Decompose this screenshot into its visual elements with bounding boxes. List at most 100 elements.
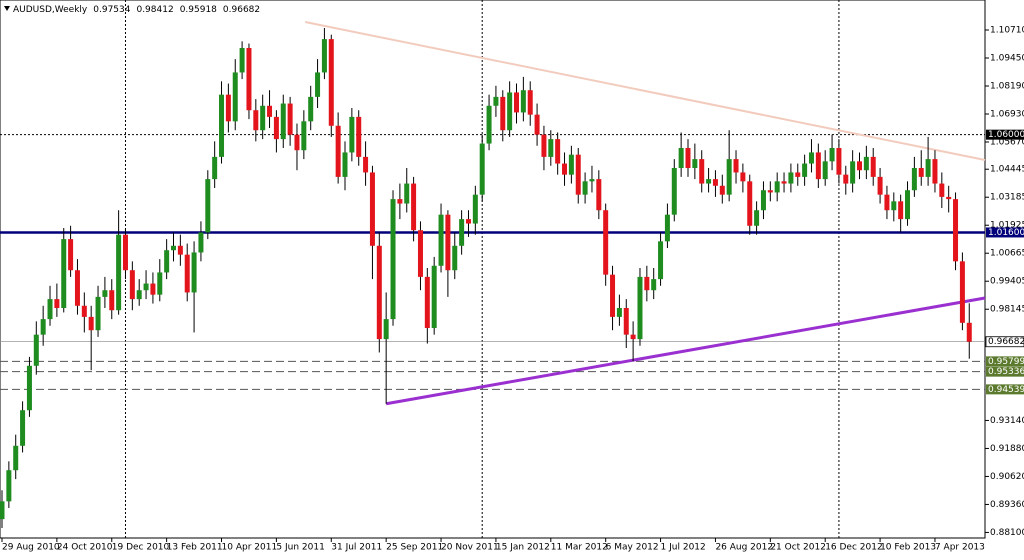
candle-body <box>760 190 766 211</box>
candle-body <box>808 152 814 164</box>
candle-body <box>136 290 142 300</box>
candle-body <box>795 172 801 177</box>
candle-body <box>548 139 554 157</box>
candle-body <box>13 445 19 471</box>
y-tick-label: 0.91880 <box>990 444 1024 454</box>
x-tick-label: 7 Apr 2013 <box>935 543 985 553</box>
y-tick-label: 0.99405 <box>990 277 1024 287</box>
candle-body <box>267 105 273 117</box>
candle-body <box>953 199 959 262</box>
candle-body <box>575 154 581 195</box>
candle-body <box>294 134 300 151</box>
candle-body <box>61 239 67 308</box>
candle-body <box>184 254 190 293</box>
y-tick-label: 1.00665 <box>990 249 1024 259</box>
candle-body <box>191 252 197 293</box>
candle-body <box>774 181 780 193</box>
x-tick-label: 26 Aug 2012 <box>715 543 773 553</box>
y-tick-label: 1.06930 <box>990 110 1024 120</box>
candle-body <box>273 116 279 140</box>
candle-body <box>664 214 670 242</box>
candle-body <box>239 48 245 73</box>
candle-body <box>397 199 403 204</box>
candle-body <box>815 152 821 180</box>
candle-body <box>932 159 938 184</box>
candle-body <box>47 299 53 320</box>
candle-body <box>767 190 773 193</box>
menu-arrow[interactable] <box>4 6 10 11</box>
candle-body <box>514 92 519 113</box>
candle-body <box>870 156 876 177</box>
candle-body <box>390 199 396 320</box>
candle-body <box>836 148 842 175</box>
candle-body <box>102 290 108 297</box>
level-label: 1.06000 <box>988 130 1024 140</box>
trendline <box>305 21 986 161</box>
candle-body <box>205 179 211 233</box>
candle-body <box>959 261 965 323</box>
candle-body <box>637 276 643 340</box>
level-label-box <box>986 356 1024 367</box>
candle-body <box>335 125 341 177</box>
y-tick-label: 1.10710 <box>990 26 1024 36</box>
candle-body <box>946 196 952 200</box>
x-tick-label: 19 Dec 2010 <box>112 543 170 553</box>
candle-body <box>171 245 176 251</box>
candle-body <box>363 156 369 173</box>
candle-body <box>81 305 87 317</box>
candle-body <box>40 319 46 335</box>
candle-body <box>129 270 135 300</box>
level-label: 0.95799 <box>988 357 1024 367</box>
header-value: 0.97534 <box>93 5 130 15</box>
candle-body <box>843 174 849 184</box>
candle-body <box>863 156 869 171</box>
candle-body <box>747 181 753 226</box>
candle-body <box>644 276 650 291</box>
candle-body <box>342 152 348 177</box>
candle-body <box>445 214 451 271</box>
candle-body <box>260 105 266 131</box>
candle-body <box>630 334 636 340</box>
candle-body <box>541 134 547 157</box>
candle-body <box>68 239 74 271</box>
candle-body <box>925 159 931 177</box>
candle-body <box>376 245 382 340</box>
plot-area <box>0 0 986 539</box>
x-tick-label: 15 Jan 2012 <box>496 543 550 553</box>
candle-body <box>610 274 616 317</box>
candle-body <box>349 116 355 153</box>
x-tick-label: 11 Mar 2012 <box>551 543 608 553</box>
candle-body <box>431 265 437 328</box>
candle-body <box>939 183 945 197</box>
candle-body <box>911 168 917 191</box>
candle-body <box>404 183 410 204</box>
chart-header: AUDUSD,Weekly 0.97534 0.98412 0.95918 0.9668… <box>13 5 260 15</box>
candle-body <box>0 501 5 520</box>
trendline <box>385 296 986 406</box>
candle-body <box>582 181 588 195</box>
candle-body <box>287 103 293 135</box>
candle-body <box>616 308 622 317</box>
candle-body <box>54 299 60 308</box>
level-label: 1.01600 <box>988 228 1024 238</box>
candle-body <box>520 90 526 113</box>
candle-body <box>164 250 170 273</box>
candle-body <box>26 365 32 411</box>
x-tick-label: 5 Jun 2011 <box>276 543 324 553</box>
candle-body <box>905 190 911 220</box>
candle-body <box>465 219 471 224</box>
candle-body <box>685 148 691 168</box>
candle-body <box>562 163 568 175</box>
candle-body <box>6 470 12 502</box>
y-tick-label: 1.09450 <box>990 54 1024 64</box>
candle-body <box>383 319 389 340</box>
candle-body <box>850 161 856 184</box>
candle-body <box>877 176 883 195</box>
candle-body <box>596 179 602 211</box>
candle-body <box>122 234 128 271</box>
candle-body <box>568 154 574 175</box>
y-tick-label: 1.05670 <box>990 138 1024 148</box>
candle-body <box>109 290 115 311</box>
candle-body <box>802 163 808 177</box>
candle-body <box>20 410 26 446</box>
